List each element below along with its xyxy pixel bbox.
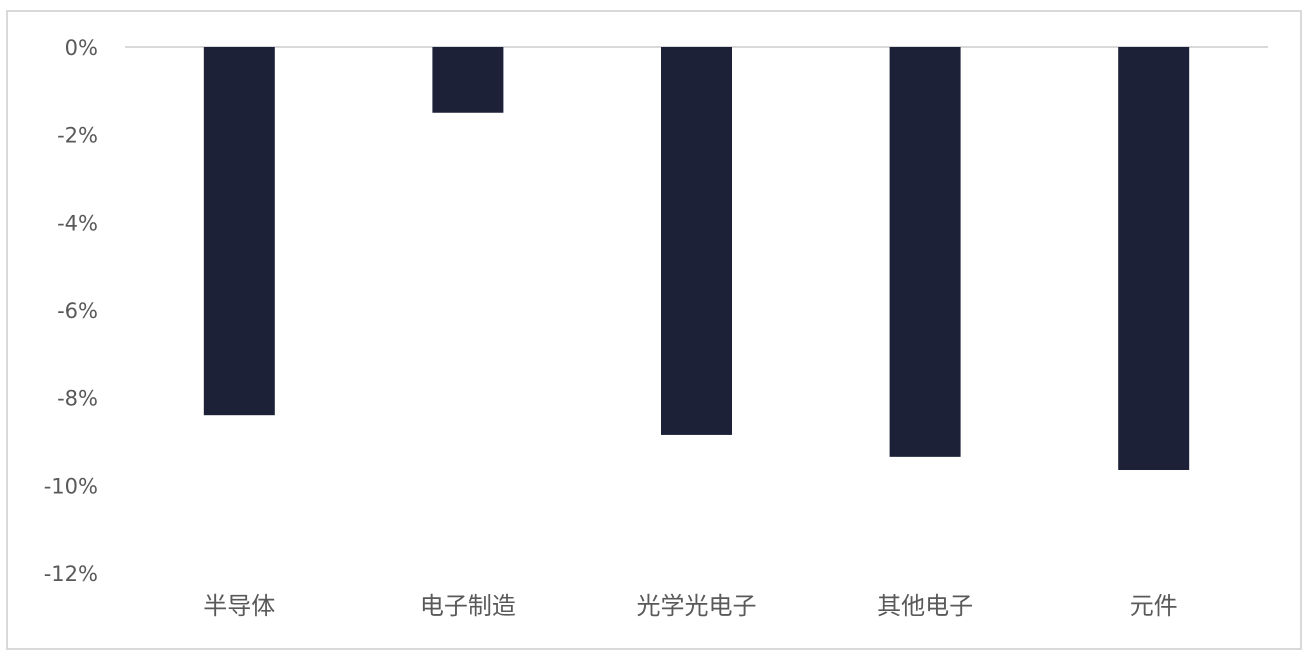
x-category-label: 光学光电子 xyxy=(637,592,757,620)
bar-chart: 0% -2% -4% -6% -8% -10% -12% 半导体 电子制造 光学光电子 其他电子 元… xyxy=(44,36,1268,620)
bar xyxy=(432,47,504,113)
y-tick-label: -12% xyxy=(44,562,98,586)
x-category-label: 半导体 xyxy=(203,592,275,620)
y-tick-label: -8% xyxy=(57,387,98,411)
category-labels: 半导体 电子制造 光学光电子 其他电子 元件 xyxy=(203,592,1177,620)
bars-group xyxy=(203,47,1190,470)
y-tick-label: -10% xyxy=(44,474,98,498)
x-category-label: 其他电子 xyxy=(877,592,973,620)
x-category-label: 元件 xyxy=(1130,592,1178,620)
y-tick-label: -6% xyxy=(57,299,98,323)
y-tick-label: -2% xyxy=(57,124,98,148)
y-tick-label: -4% xyxy=(57,211,98,235)
bar xyxy=(889,47,961,457)
y-tick-label: 0% xyxy=(65,36,98,60)
bar xyxy=(661,47,732,435)
bar xyxy=(203,47,275,416)
x-category-label: 电子制造 xyxy=(420,592,516,620)
bar xyxy=(1118,47,1190,470)
y-axis-tick-labels: 0% -2% -4% -6% -8% -10% -12% xyxy=(44,36,98,586)
